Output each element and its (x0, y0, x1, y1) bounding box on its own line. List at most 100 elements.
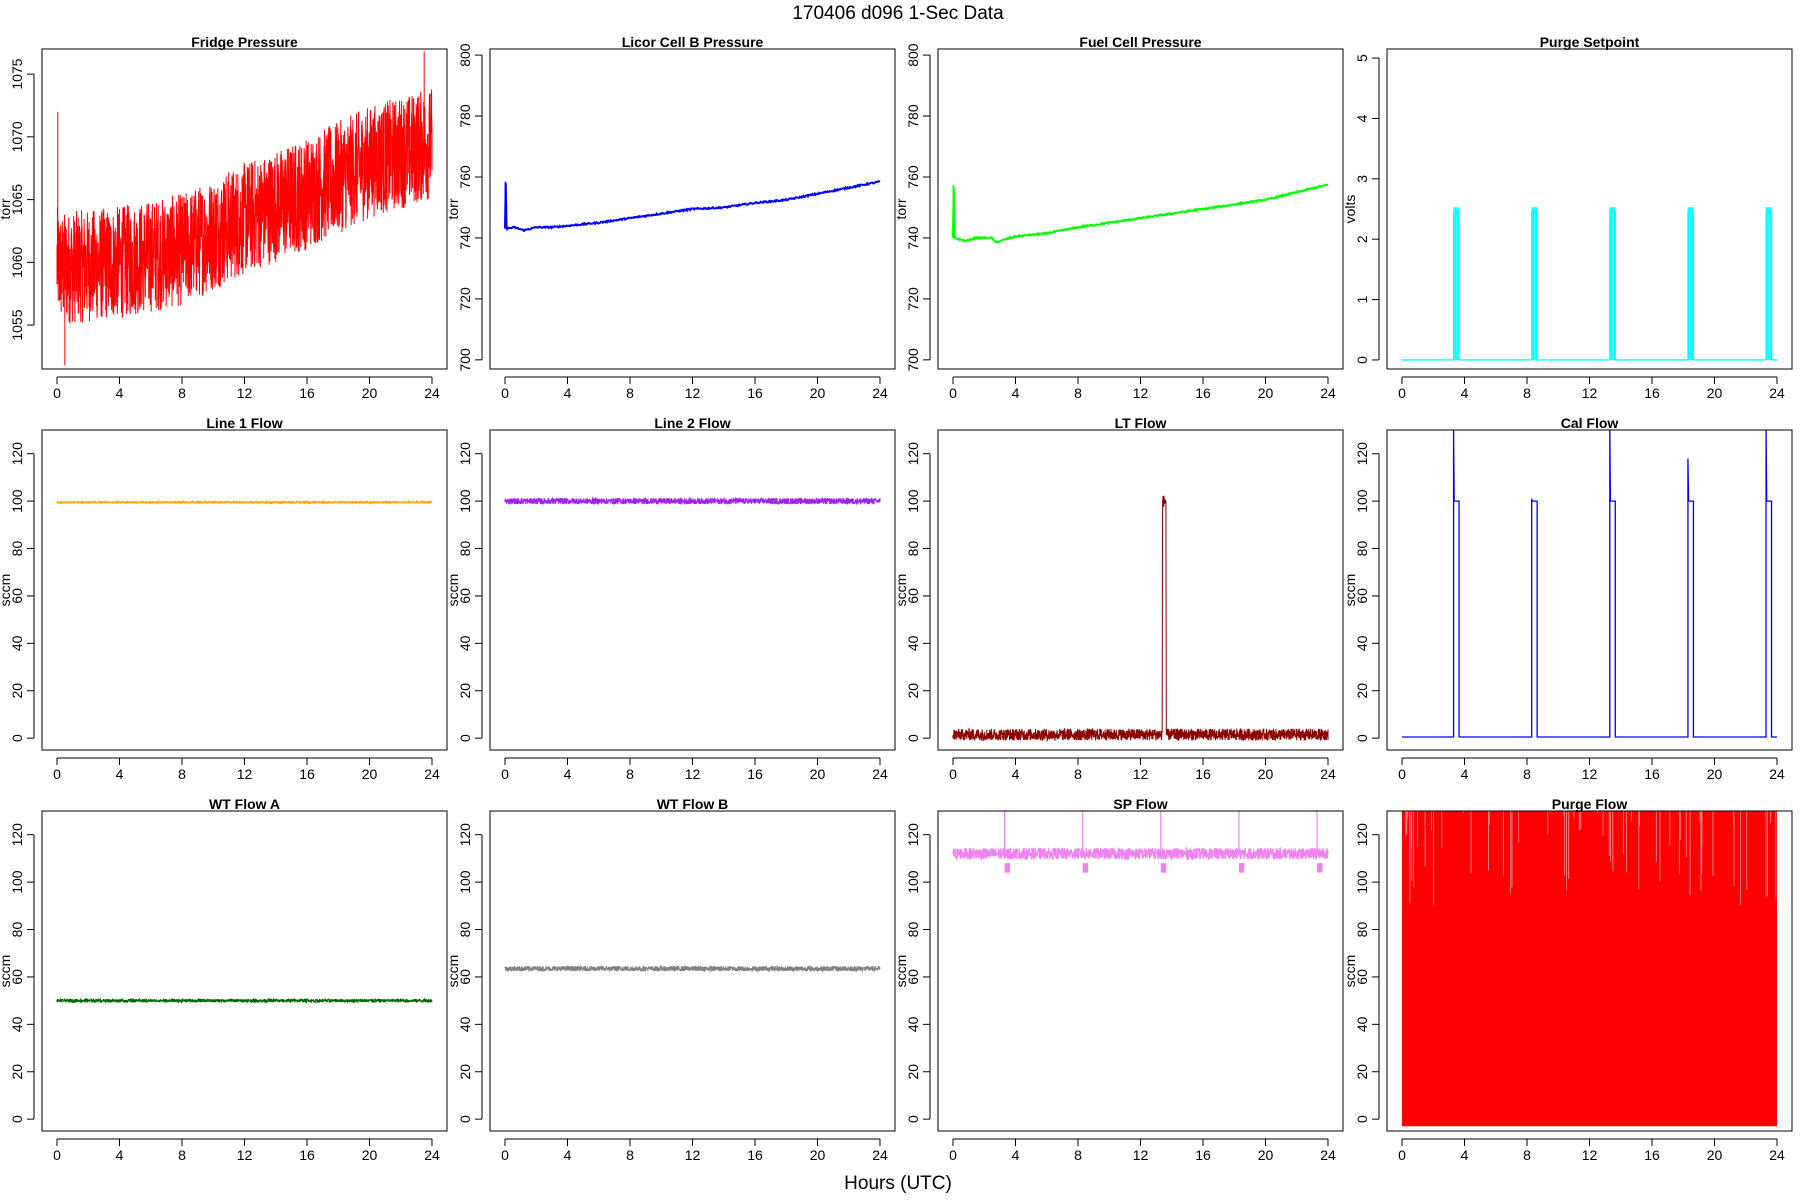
y-tick-label: 0 (905, 734, 921, 742)
series-line (952, 495, 1329, 743)
y-tick-label: 20 (905, 1064, 921, 1080)
y-axis-label: torr (893, 198, 909, 219)
plot-frame (41, 48, 448, 370)
x-axis: 0 4 8 12 16 20 24 (949, 1138, 1336, 1163)
x-tick-label: 12 (1582, 766, 1598, 782)
y-tick-label: 760 (905, 165, 921, 189)
y-tick-label: 60 (1354, 969, 1370, 985)
y-tick-label: 3 (1354, 175, 1370, 183)
x-axis: 0 4 8 12 16 20 24 (53, 1138, 440, 1163)
x-tick-label: 12 (237, 1147, 253, 1163)
series-lt-flow (952, 495, 1329, 743)
series-wt-flow-b (504, 964, 881, 974)
panel-title: Line 2 Flow (654, 415, 730, 431)
series-line (504, 496, 881, 506)
x-tick-label: 24 (1320, 766, 1336, 782)
x-tick-label: 20 (1258, 1147, 1274, 1163)
y-tick-label: 120 (9, 442, 25, 466)
y-tick-label: 40 (905, 635, 921, 651)
panel-title: LT Flow (1115, 415, 1167, 431)
x-tick-label: 12 (237, 766, 253, 782)
x-tick-label: 12 (1133, 766, 1149, 782)
x-tick-label: 24 (424, 385, 440, 401)
x-tick-label: 24 (1320, 385, 1336, 401)
y-tick-label: 80 (457, 541, 473, 557)
y-tick-label: 120 (1354, 823, 1370, 847)
y-tick-label: 100 (9, 489, 25, 513)
y-axis: 0 20 40 60 80 100 120 sccm (0, 823, 35, 1123)
y-tick-label: 120 (905, 442, 921, 466)
x-tick-label: 8 (1074, 385, 1082, 401)
x-tick-label: 8 (1523, 1147, 1531, 1163)
y-axis-label: sccm (1342, 955, 1358, 988)
x-tick-label: 4 (564, 385, 572, 401)
x-tick-label: 12 (685, 766, 701, 782)
series-fridge-pressure (56, 51, 433, 366)
y-tick-label: 0 (457, 734, 473, 742)
y-tick-label: 20 (457, 1064, 473, 1080)
x-tick-label: 16 (299, 1147, 315, 1163)
x-tick-label: 0 (1398, 385, 1406, 401)
plot-frame (489, 810, 896, 1132)
y-tick-label: 2 (1354, 235, 1370, 243)
y-tick-label: 20 (1354, 1064, 1370, 1080)
y-tick-label: 800 (457, 43, 473, 67)
y-axis: 700 720 740 760 780 800 torr (445, 43, 483, 372)
x-tick-label: 20 (1707, 1147, 1723, 1163)
panel-line-2-flow: Line 2 Flow 0 4 8 12 16 20 24 0 20 40 60 80 100 120 scc… (445, 415, 896, 782)
y-tick-label: 40 (905, 1016, 921, 1032)
x-tick-label: 20 (362, 766, 378, 782)
series-sp-flow (952, 811, 1329, 873)
y-axis-label: sccm (893, 574, 909, 607)
y-tick-label: 720 (905, 287, 921, 311)
y-axis-label: sccm (1342, 574, 1358, 607)
x-tick-label: 0 (501, 385, 509, 401)
y-axis-label: sccm (445, 574, 461, 607)
x-tick-label: 20 (1258, 385, 1274, 401)
y-tick-label: 100 (905, 489, 921, 513)
x-tick-label: 8 (1523, 385, 1531, 401)
y-tick-label: 20 (9, 1064, 25, 1080)
y-tick-label: 80 (905, 541, 921, 557)
plot-frame (489, 429, 896, 751)
x-tick-label: 16 (747, 385, 763, 401)
y-axis-label: sccm (893, 955, 909, 988)
x-tick-label: 8 (626, 766, 634, 782)
y-tick-label: 60 (457, 588, 473, 604)
y-axis-label: torr (0, 198, 13, 219)
x-tick-label: 8 (178, 766, 186, 782)
panel-title: WT Flow A (209, 796, 280, 812)
x-tick-label: 16 (1644, 385, 1660, 401)
y-tick-label: 80 (9, 541, 25, 557)
plot-frame (937, 48, 1344, 370)
y-tick-label: 700 (457, 348, 473, 372)
y-tick-label: 780 (457, 104, 473, 128)
y-axis: 0 20 40 60 80 100 120 sccm (893, 442, 931, 742)
panel-licor-cell-b-pressure: Licor Cell B Pressure 0 4 8 12 16 20 24 700 720 74… (445, 34, 896, 401)
x-tick-label: 8 (178, 1147, 186, 1163)
panel-fuel-cell-pressure: Fuel Cell Pressure 0 4 8 12 16 20 24 700 720 740 76… (893, 34, 1344, 401)
y-tick-label: 80 (457, 922, 473, 938)
x-tick-label: 24 (424, 1147, 440, 1163)
series-line-1-flow (56, 499, 433, 506)
x-tick-label: 4 (1012, 385, 1020, 401)
panel-purge-flow: Purge Flow 0 4 8 12 16 20 24 0 20 40 60 80 100 120 sccm (1342, 796, 1793, 1163)
plot-frame (489, 48, 896, 370)
x-axis: 0 4 8 12 16 20 24 (501, 1138, 888, 1163)
x-tick-label: 12 (1133, 1147, 1149, 1163)
y-tick-label: 0 (1354, 356, 1370, 364)
x-tick-label: 0 (1398, 766, 1406, 782)
x-tick-label: 20 (362, 385, 378, 401)
y-tick-label: 120 (457, 823, 473, 847)
x-tick-label: 8 (1523, 766, 1531, 782)
y-axis: 0 20 40 60 80 100 120 sccm (1342, 442, 1380, 742)
y-tick-label: 60 (905, 588, 921, 604)
x-tick-label: 16 (1195, 766, 1211, 782)
x-tick-label: 20 (1707, 385, 1723, 401)
y-tick-label: 20 (457, 683, 473, 699)
x-tick-label: 16 (747, 1147, 763, 1163)
y-tick-label: 120 (1354, 442, 1370, 466)
y-tick-label: 1055 (9, 309, 25, 340)
